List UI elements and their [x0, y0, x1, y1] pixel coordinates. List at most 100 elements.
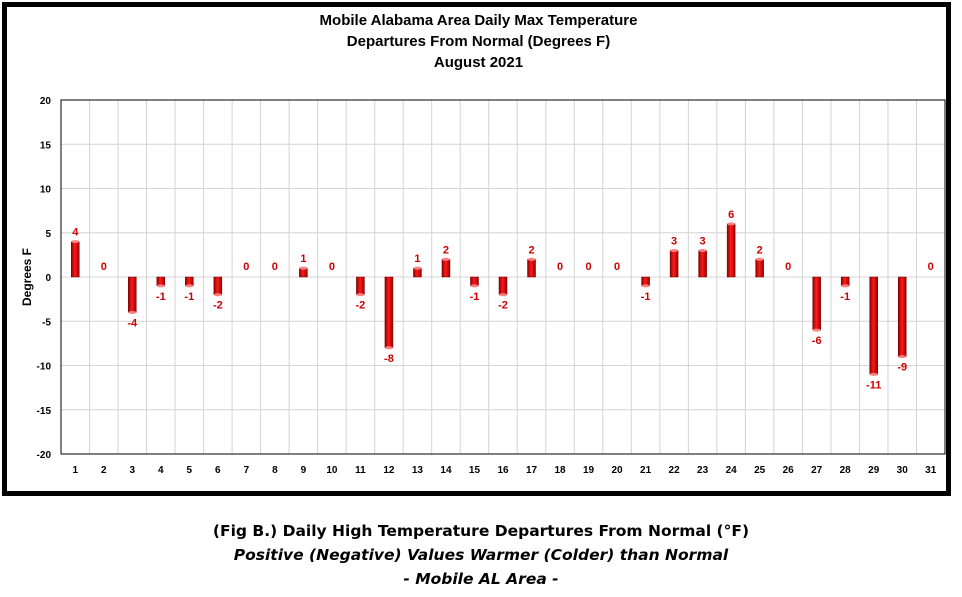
figure-caption: (Fig B.) Daily High Temperature Departur…: [0, 519, 962, 591]
data-label: 0: [785, 261, 791, 273]
bar-cap: [356, 293, 365, 297]
bar: [384, 276, 394, 349]
chart-title: Mobile Alabama Area Daily Max Temperatur…: [0, 10, 957, 73]
bar-cap: [71, 240, 80, 244]
x-tick-label: 24: [726, 465, 738, 476]
data-label: 2: [528, 244, 534, 256]
x-tick-label: 12: [383, 465, 395, 476]
x-tick-label: 9: [301, 465, 307, 476]
x-tick-label: 29: [868, 465, 880, 476]
bar-cap: [755, 257, 764, 261]
x-tick-label: 19: [583, 465, 595, 476]
bar: [726, 223, 736, 278]
x-tick-label: 4: [158, 465, 164, 476]
data-label: 2: [443, 244, 449, 256]
data-label: -11: [866, 379, 881, 391]
x-tick-label: 15: [469, 465, 481, 476]
data-label: 0: [928, 261, 934, 273]
chart-title-line-3: August 2021: [433, 54, 524, 71]
data-label: -1: [840, 291, 850, 303]
bar: [812, 276, 821, 331]
data-label: 2: [757, 244, 763, 256]
bar-cap: [470, 284, 479, 288]
x-tick-label: 28: [840, 465, 852, 476]
bar: [441, 259, 451, 278]
caption-line-1: (Fig B.) Daily High Temperature Departur…: [212, 522, 750, 540]
x-tick-label: 13: [412, 465, 424, 476]
data-label: 6: [728, 209, 734, 221]
y-tick-label: 15: [40, 140, 52, 151]
x-tick-label: 7: [244, 465, 250, 476]
y-tick-label: -5: [42, 317, 51, 328]
bar-cap: [156, 284, 165, 288]
x-tick-label: 20: [612, 465, 624, 476]
y-tick-label: -15: [37, 406, 52, 417]
bar: [527, 259, 536, 278]
y-axis-label: Degrees F: [20, 248, 34, 306]
x-tick-label: 18: [554, 465, 566, 476]
x-tick-label: 11: [355, 465, 366, 476]
x-tick-label: 2: [101, 465, 107, 476]
bar: [213, 276, 223, 295]
data-label: -4: [127, 317, 138, 329]
x-tick-label: 25: [754, 465, 766, 476]
data-label: -8: [384, 353, 394, 365]
bar-cap: [413, 266, 422, 270]
data-label: -9: [897, 362, 907, 374]
bar: [669, 250, 679, 278]
x-tick-label: 22: [669, 465, 681, 476]
x-tick-label: 5: [187, 465, 193, 476]
bar-cap: [812, 328, 821, 332]
x-tick-label: 31: [925, 465, 937, 476]
bar-chart: 40-4-1 -1-20 010-2-812-1-220 0 0-13 3620-6-1-…: [20, 96, 946, 476]
bars: [71, 222, 907, 376]
bar: [698, 250, 707, 278]
data-labels: 4 0 -4 -1 -1 -2 0 0 1 0 -2 -8 1 2 -1 -2 2 0 0 0 -1 3 3 6 2 0 -6 -1 -…: [72, 209, 934, 391]
bar: [498, 276, 508, 295]
data-label: -1: [641, 291, 651, 303]
y-tick-label: 0: [45, 273, 51, 284]
data-label: 3: [671, 235, 677, 247]
y-tick-label: -10: [37, 362, 52, 373]
x-tick-label: 23: [697, 465, 709, 476]
x-axis-ticks: 1 2 3 4 5 6 7 8 9 10 11 12 13 14 15 16 17 18 19 20 21 22 23 24 2…: [72, 465, 936, 476]
bar-cap: [527, 257, 536, 261]
x-tick-label: 17: [526, 465, 538, 476]
x-tick-label: 30: [897, 465, 909, 476]
caption-line-2: Positive (Negative) Values Warmer (Colde…: [233, 546, 729, 564]
data-label: 4: [72, 227, 79, 239]
chart-frame: [2, 2, 951, 496]
data-label: 3: [700, 235, 706, 247]
bar-cap: [213, 293, 222, 297]
data-label: 0: [585, 261, 591, 273]
y-tick-label: 10: [40, 185, 52, 196]
bar-cap: [441, 257, 450, 261]
data-label: -1: [184, 291, 194, 303]
data-label: 1: [414, 253, 420, 265]
x-tick-label: 6: [215, 465, 221, 476]
data-label: 0: [329, 261, 335, 273]
bar-cap: [698, 248, 707, 252]
bar: [897, 276, 907, 357]
x-tick-label: 14: [440, 465, 452, 476]
bar-cap: [841, 284, 850, 288]
data-label: 0: [557, 261, 563, 273]
data-label: 0: [272, 261, 278, 273]
bar: [356, 276, 365, 295]
bar-cap: [670, 248, 679, 252]
caption-line-3: - Mobile AL Area -: [403, 570, 559, 588]
x-tick-label: 21: [640, 465, 652, 476]
bar-cap: [869, 372, 878, 376]
bar-cap: [299, 266, 308, 270]
x-tick-label: 3: [130, 465, 136, 476]
data-label: -2: [356, 300, 366, 312]
y-tick-label: 5: [45, 229, 51, 240]
data-label: -1: [470, 291, 480, 303]
data-label: -2: [213, 300, 223, 312]
data-label: -2: [498, 300, 508, 312]
bar-cap: [898, 355, 907, 359]
bar-cap: [727, 222, 736, 226]
x-tick-label: 27: [811, 465, 823, 476]
data-label: 0: [101, 261, 107, 273]
bar-cap: [185, 284, 194, 288]
